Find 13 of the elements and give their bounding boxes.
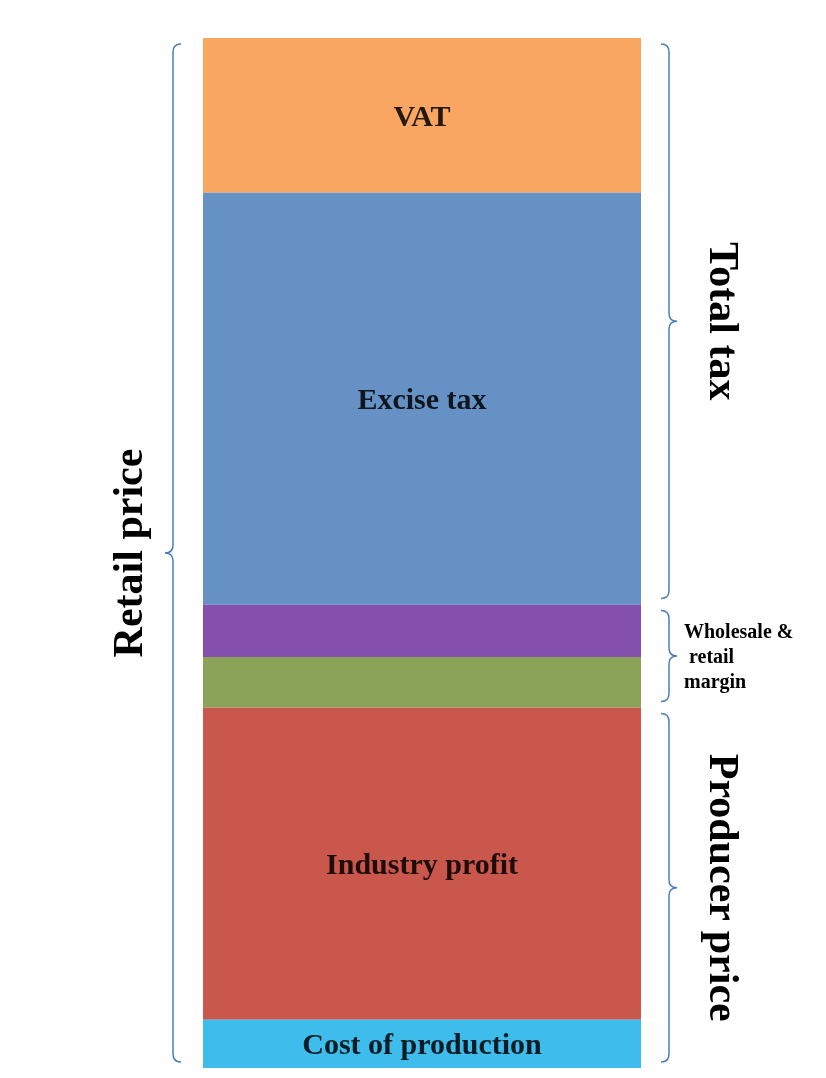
bar: [203, 192, 641, 605]
text: Producer price: [701, 753, 747, 1022]
series-label: Cost of production: [302, 1027, 543, 1061]
series-label: VAT: [393, 98, 451, 132]
bar: [203, 604, 641, 658]
bar: [203, 707, 641, 1020]
series-label: Excise tax: [357, 382, 487, 415]
bar: [203, 657, 641, 708]
text: Retail price: [105, 448, 151, 658]
bar: [203, 38, 641, 193]
series-label: Industry profit: [326, 847, 518, 881]
text: Total tax: [701, 242, 747, 401]
text: Wholesale & retail margin: [684, 620, 794, 693]
